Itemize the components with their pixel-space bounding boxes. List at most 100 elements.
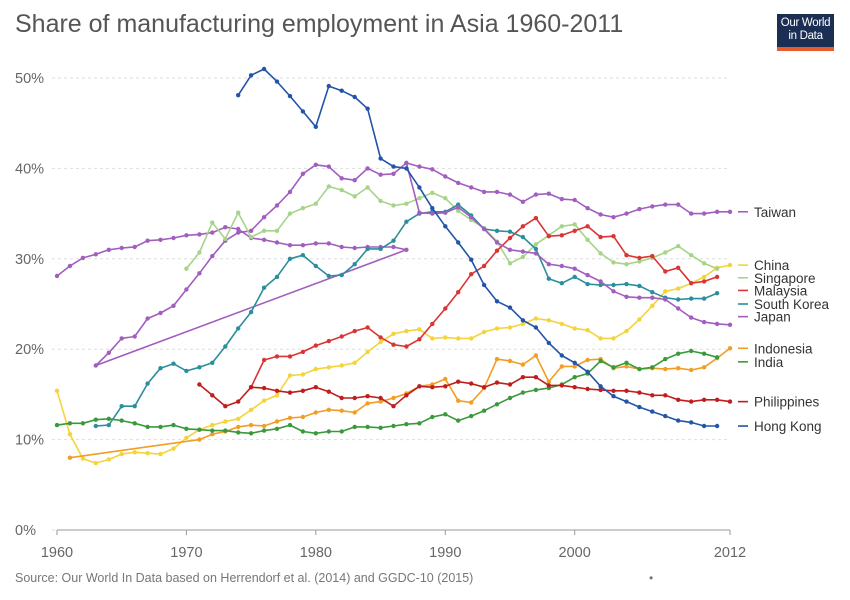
point-singapore-1976 (261, 228, 267, 233)
point-indonesia-1994 (494, 356, 500, 362)
legend-label-singapore[interactable]: Singapore (754, 271, 816, 286)
point-japan-1993 (481, 226, 487, 232)
point-malaysia-2002 (598, 234, 603, 240)
point-taiwan-1963 (93, 252, 99, 257)
point-philippines-1989 (430, 385, 435, 390)
point-china-1980 (313, 366, 318, 372)
point-hong-kong-1996 (520, 318, 526, 323)
point-india-1979 (300, 429, 306, 434)
point-singapore-1981 (326, 184, 331, 189)
series-line-singapore (185, 185, 718, 270)
legend-label-south-korea[interactable]: South Korea (754, 297, 830, 312)
point-singapore-2000 (572, 222, 577, 227)
point-south-korea-1972 (210, 360, 215, 365)
point-indonesia-1977 (274, 419, 280, 424)
legend-label-japan[interactable]: Japan (754, 310, 791, 325)
point-singapore-1982 (339, 187, 344, 193)
point-malaysia-2007 (663, 269, 668, 274)
point-south-korea-2008 (676, 297, 681, 302)
point-china-1963 (93, 460, 99, 466)
point-singapore-1996 (520, 254, 526, 260)
legend-label-philippines[interactable]: Philippines (754, 395, 820, 410)
series-taiwan[interactable] (54, 160, 733, 368)
point-philippines-1975 (248, 385, 254, 390)
owid-logo[interactable]: Our World in Data (777, 14, 834, 51)
point-singapore-1980 (313, 201, 318, 206)
point-taiwan-1978 (287, 189, 293, 195)
point-hong-kong-1977 (274, 79, 280, 84)
footer-mark: • (649, 571, 654, 585)
point-taiwan-1983 (352, 178, 357, 183)
point-india-1961 (67, 421, 73, 426)
legend-label-taiwan[interactable]: Taiwan (754, 205, 796, 220)
point-taiwan-1970 (184, 233, 189, 238)
point-singapore-1986 (391, 203, 396, 208)
point-philippines-2003 (611, 388, 616, 393)
legend-label-india[interactable]: India (754, 355, 784, 370)
legend-label-china[interactable]: China (754, 258, 790, 273)
series-indonesia[interactable] (67, 346, 733, 460)
point-japan-2001 (585, 272, 590, 278)
x-tick-label-1990: 1990 (429, 545, 461, 561)
point-malaysia-1995 (507, 235, 513, 241)
point-taiwan-1988 (417, 164, 422, 169)
point-south-korea-1980 (313, 263, 318, 269)
legend-label-malaysia[interactable]: Malaysia (754, 283, 808, 298)
point-singapore-1972 (210, 220, 215, 225)
legend-label-hong-kong[interactable]: Hong Kong (754, 419, 822, 434)
point-india-2003 (611, 365, 616, 370)
point-taiwan-1971 (197, 271, 202, 276)
point-philippines-1976 (261, 385, 267, 391)
point-philippines-1974 (236, 399, 241, 404)
point-japan-1994 (494, 240, 500, 245)
point-india-2011 (714, 355, 720, 360)
point-indonesia-1980 (313, 410, 318, 415)
point-india-1987 (404, 422, 409, 427)
point-hong-kong-2003 (611, 394, 616, 399)
point-china-1973 (223, 419, 228, 424)
point-china-1966 (132, 450, 137, 455)
y-tick-label-10: 10% (15, 433, 44, 449)
point-singapore-2008 (676, 243, 681, 249)
point-south-korea-1970 (184, 368, 189, 374)
point-singapore-2004 (624, 262, 629, 267)
point-taiwan-1964 (106, 350, 112, 355)
point-malaysia-1989 (430, 321, 435, 327)
point-taiwan-1990 (443, 174, 448, 179)
series-line-japan (405, 162, 731, 326)
point-indonesia-2007 (663, 366, 668, 372)
legend-label-indonesia[interactable]: Indonesia (754, 341, 813, 356)
point-china-1965 (119, 451, 124, 457)
point-india-1996 (520, 390, 526, 395)
series-japan[interactable] (404, 160, 733, 327)
point-indonesia-1992 (469, 400, 474, 405)
chart-grid (52, 77, 730, 531)
point-taiwan-1999 (559, 196, 564, 202)
point-philippines-1995 (507, 382, 513, 387)
point-philippines-2002 (598, 387, 603, 393)
point-china-1974 (236, 416, 241, 421)
x-axis-ticks: 1960 1970 1980 1990 2000 2012 (41, 530, 746, 561)
point-china-1981 (326, 365, 331, 370)
point-taiwan-1982 (339, 176, 344, 181)
point-indonesia-2010 (701, 365, 707, 370)
point-taiwan-1968 (158, 237, 163, 242)
point-singapore-1984 (365, 185, 370, 190)
point-malaysia-1981 (326, 338, 331, 344)
point-taiwan-1971 (197, 232, 202, 237)
point-india-2010 (701, 351, 707, 356)
x-tick-label-2012: 2012 (714, 545, 746, 561)
series-philippines[interactable] (197, 375, 733, 409)
series-singapore[interactable] (184, 184, 720, 271)
point-philippines-1996 (520, 375, 526, 380)
point-singapore-1973 (223, 236, 228, 242)
series-india[interactable] (54, 348, 720, 436)
logo-line-1: Our World (780, 17, 831, 29)
point-china-1993 (481, 329, 487, 335)
series-hong-kong[interactable] (236, 66, 720, 429)
point-japan-1996 (520, 249, 526, 254)
point-japan-2011 (714, 321, 720, 327)
point-taiwan-2006 (650, 204, 655, 209)
point-philippines-2009 (689, 399, 694, 404)
series-malaysia[interactable] (248, 215, 720, 390)
